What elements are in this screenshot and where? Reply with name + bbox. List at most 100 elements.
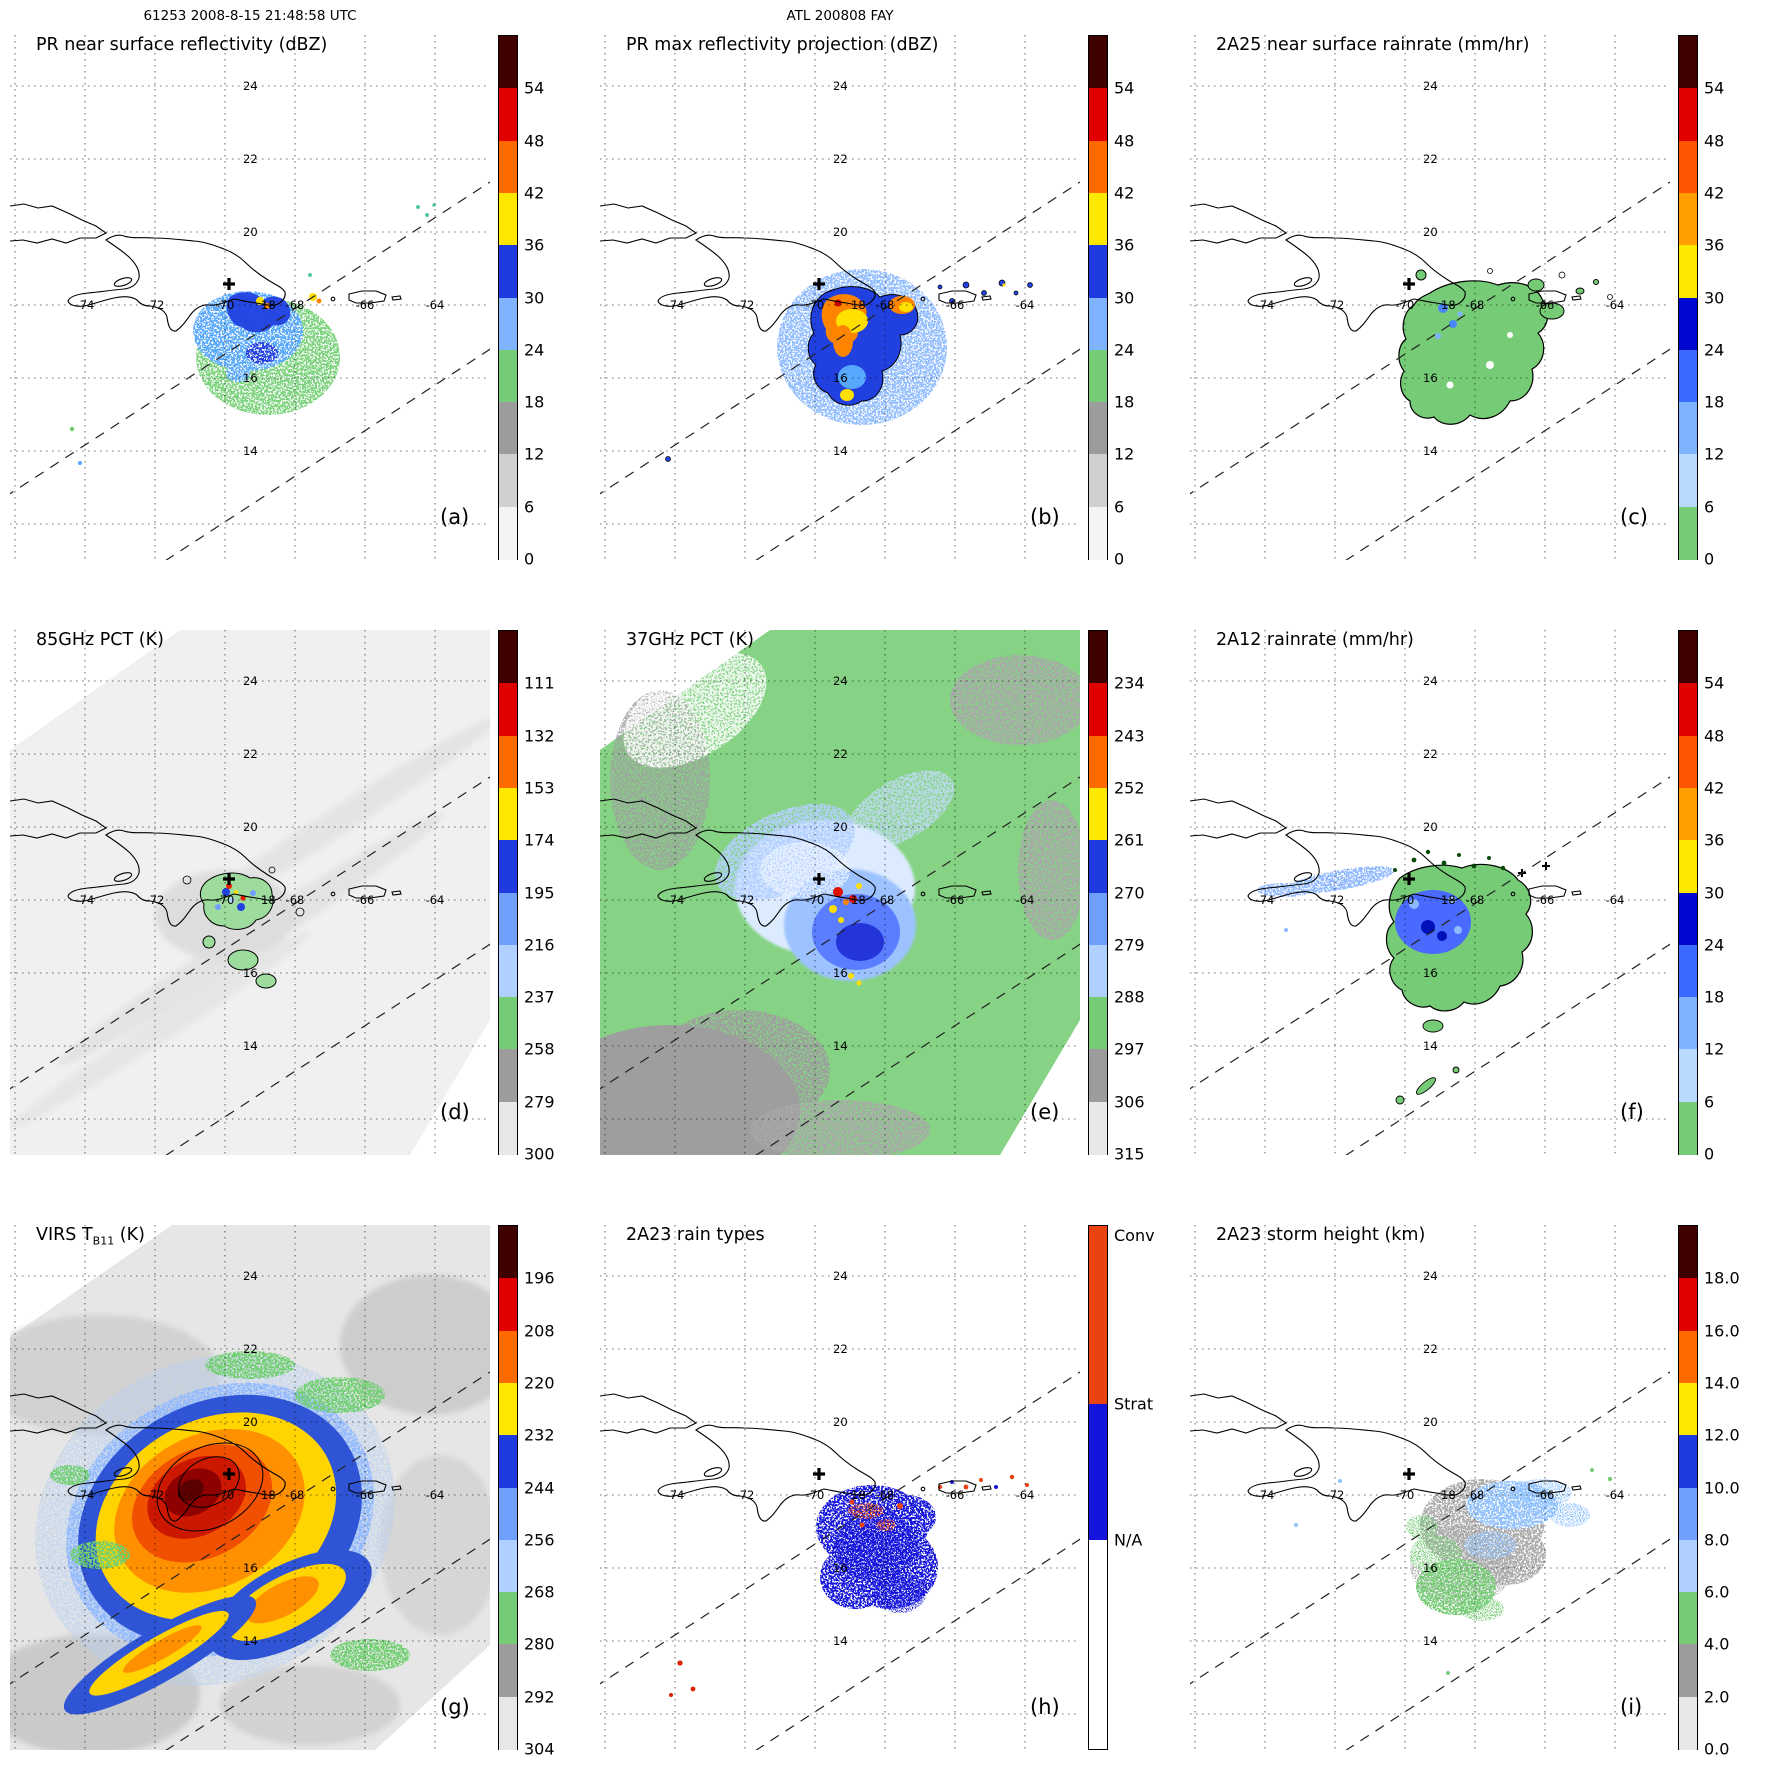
lon-label: -66	[356, 298, 375, 312]
lon-label: -66	[1536, 893, 1555, 907]
colorbar-tick: 30	[524, 288, 545, 307]
colorbar-tick: 288	[1114, 987, 1145, 1007]
colorbar-tick: 18.0	[1704, 1268, 1740, 1288]
lat-label: 22	[833, 152, 848, 166]
colorbar-segment	[1089, 1539, 1107, 1749]
colorbar-label: N/A	[1114, 1530, 1143, 1550]
colorbar-tick: 304	[524, 1739, 555, 1759]
colorbar-segment	[499, 1101, 517, 1155]
colorbar-tick: 268	[524, 1582, 555, 1602]
panel-letter: (d)	[440, 1100, 470, 1124]
colorbar-tick: 6	[1704, 497, 1715, 517]
colorbar-h: Conv Strat N/A	[1088, 1225, 1155, 1750]
panel-title: 2A12 rainrate (mm/hr)	[1216, 630, 1414, 650]
map-a: -74 -72 -70 -68 -66 -64 24 22 20 18 16 14	[10, 35, 490, 560]
lon-label: -66	[1536, 298, 1555, 312]
lon-label: -74	[76, 893, 95, 907]
colorbar-tick: 280	[524, 1634, 555, 1654]
lon-label: -66	[946, 1488, 965, 1502]
colorbar-segment	[1679, 1049, 1697, 1103]
colorbar-segment	[1679, 1382, 1697, 1436]
geo-labels: -74 -72 -70 -68 -66 -64 24 22 20 18 16 14	[666, 79, 1035, 458]
colorbar-segment	[1679, 454, 1697, 508]
colorbar-tick: 0	[524, 549, 535, 569]
lon-label: -70	[1396, 893, 1415, 907]
lat-label: 16	[1423, 371, 1438, 385]
colorbar-segment	[1679, 840, 1697, 893]
lon-label: -68	[1466, 298, 1485, 312]
lat-label: 24	[833, 674, 848, 688]
colorbar-tick: 208	[524, 1321, 555, 1341]
colorbar-segment	[1089, 402, 1107, 455]
colorbar-tick: 256	[524, 1530, 555, 1550]
colorbar-segment	[499, 840, 517, 893]
colorbar-tick: 216	[524, 935, 555, 955]
colorbar-segment	[499, 683, 517, 737]
lon-label: -74	[1256, 1488, 1275, 1502]
panel-letter: (f)	[1620, 1100, 1644, 1124]
colorbar-tick: 24	[1704, 935, 1725, 955]
colorbar-segment	[1679, 1644, 1697, 1698]
colorbar-segment	[1679, 297, 1697, 351]
lon-label: -66	[1536, 1488, 1555, 1502]
colorbar-segment	[1679, 1592, 1697, 1645]
lat-label: 16	[833, 1561, 848, 1575]
lat-label: 22	[243, 747, 258, 761]
lon-label: -70	[216, 893, 235, 907]
panel-title: VIRS TB11 (K)	[36, 1225, 145, 1248]
colorbar-tick: 30	[1704, 883, 1725, 902]
colorbar-tick: 306	[1114, 1092, 1145, 1112]
lon-label: -70	[1396, 298, 1415, 312]
colorbar-segment	[1089, 349, 1107, 403]
lat-label: 16	[243, 1561, 258, 1575]
map-f: -74 -72 -70 -68 -66 -64 24 22 20 18 16 14	[1190, 630, 1670, 1155]
colorbar-tick: 279	[1114, 935, 1145, 955]
colorbar-segment	[1679, 1278, 1697, 1332]
panel-title: 2A23 rain types	[626, 1225, 765, 1245]
lat-label: 14	[243, 1039, 258, 1053]
colorbar-tick: 292	[524, 1687, 555, 1707]
colorbar-a: 54 48 42 36 30 24 18 12 6 0	[498, 35, 544, 569]
map-g: -74 -72 -70 -68 -66 -64 24 22 20 18 16 14	[10, 1225, 490, 1750]
colorbar-segment	[1679, 1696, 1697, 1750]
panel-title: 85GHz PCT (K)	[36, 630, 164, 650]
colorbar-d: 111 132 153 174 195 216 237 258 279 300	[498, 630, 555, 1164]
lat-label: 16	[243, 966, 258, 980]
colorbar-segment	[499, 245, 517, 298]
colorbar-b: 54 48 42 36 30 24 18 12 6 0	[1088, 35, 1134, 569]
colorbar-segment	[1679, 892, 1697, 946]
colorbar-segment	[1679, 192, 1697, 246]
colorbar-tick: 16.0	[1704, 1321, 1740, 1341]
colorbar-segment	[1089, 192, 1107, 246]
colorbar-tick: 54	[1704, 673, 1725, 693]
colorbar-segment	[1679, 683, 1697, 737]
colorbar-tick: 153	[524, 778, 555, 798]
colorbar-tick: 18	[524, 392, 545, 412]
colorbar-tick: 232	[524, 1425, 555, 1445]
colorbar-segment	[499, 1696, 517, 1750]
colorbar-segment	[499, 1539, 517, 1593]
lat-label: 24	[1423, 1269, 1438, 1283]
map-c: -74 -72 -70 -68 -66 -64 24 22 20 18 16 14	[1190, 35, 1670, 560]
colorbar-segment	[499, 349, 517, 403]
colorbar-tick: 220	[524, 1373, 555, 1393]
lon-label: -64	[426, 1488, 445, 1502]
colorbar-tick: 36	[1114, 235, 1135, 255]
lon-label: -74	[666, 1488, 685, 1502]
lat-label: 16	[833, 966, 848, 980]
colorbar-i: 18.0 16.0 14.0 12.0 10.0 8.0 6.0 4.0 2.0 0.0	[1678, 1225, 1740, 1759]
colorbar-tick: 300	[524, 1144, 555, 1164]
lon-label: -68	[286, 893, 305, 907]
colorbar-segment	[499, 1487, 517, 1541]
map-i: -74 -72 -70 -68 -66 -64 24 22 20 18 16 14	[1190, 1225, 1670, 1750]
lat-label: 20	[243, 1415, 258, 1429]
lon-label: -72	[736, 1488, 755, 1502]
geo-labels: -74 -72 -70 -68 -66 -64 24 22 20 18 16 14	[1256, 79, 1625, 458]
lat-label: 16	[243, 371, 258, 385]
panel-c: -74 -72 -70 -68 -66 -64 24 22 20 18 16 14 2A25 near…	[1190, 35, 1771, 569]
colorbar-tick: 42	[1704, 778, 1725, 798]
lon-label: -72	[146, 298, 165, 312]
colorbar-tick: 54	[1704, 78, 1725, 98]
lon-label: -64	[1606, 298, 1625, 312]
colorbar-c: 54 48 42 36 30 24 18 12 6 0	[1678, 35, 1724, 569]
